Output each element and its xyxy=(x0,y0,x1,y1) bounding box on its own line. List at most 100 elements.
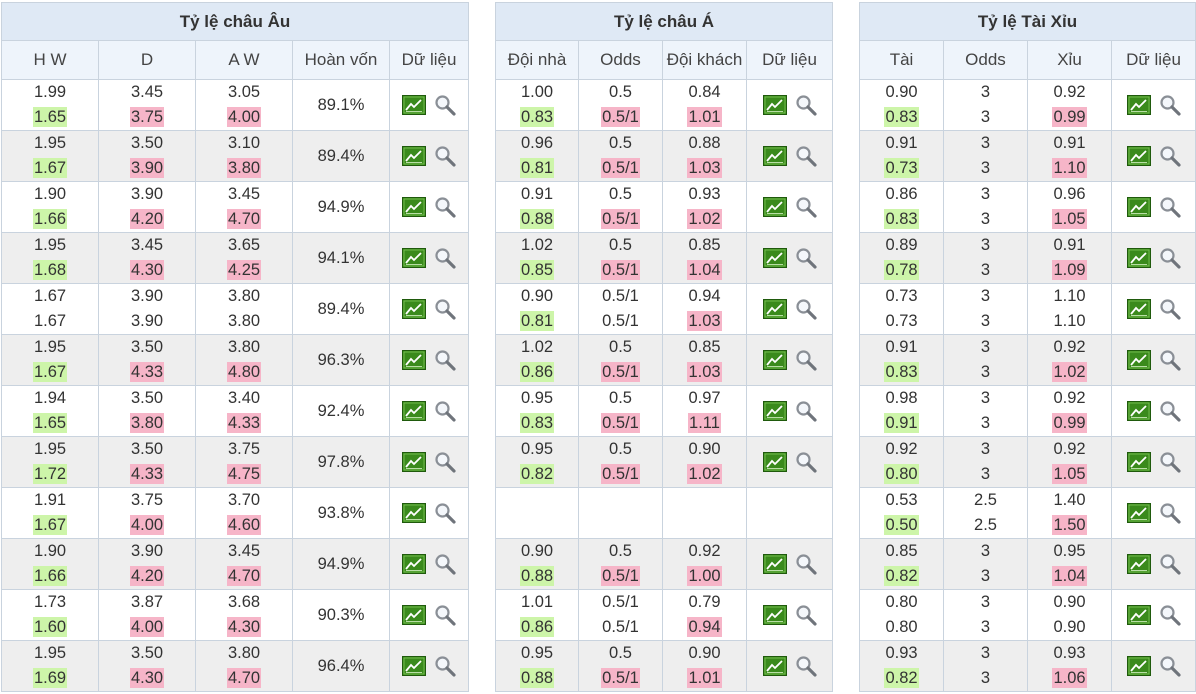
odds-cell: 3.90 3.90 xyxy=(98,283,196,335)
data-links-cell xyxy=(388,640,470,692)
line-chart-icon[interactable] xyxy=(762,146,787,166)
magnifier-icon[interactable] xyxy=(795,247,817,269)
magnifier-icon[interactable] xyxy=(434,502,456,524)
line-chart-icon[interactable] xyxy=(402,503,427,523)
magnifier-icon[interactable] xyxy=(1159,553,1181,575)
magnifier-icon[interactable] xyxy=(434,349,456,371)
line-chart-icon[interactable] xyxy=(1126,197,1151,217)
current-odds: 0.86 xyxy=(519,617,555,637)
opening-odds: 0.79 xyxy=(688,593,721,611)
current-odds: 1.09 xyxy=(1052,260,1087,280)
magnifier-icon[interactable] xyxy=(795,553,817,575)
line-chart-icon[interactable] xyxy=(762,197,787,217)
magnifier-icon[interactable] xyxy=(795,349,817,371)
empty-cell xyxy=(578,487,663,539)
line-chart-icon[interactable] xyxy=(762,554,787,574)
data-links-cell xyxy=(1110,487,1196,539)
odds-cell: 0.5 0.5/1 xyxy=(578,79,663,131)
magnifier-icon[interactable] xyxy=(1159,604,1181,626)
magnifier-icon[interactable] xyxy=(795,145,817,167)
current-odds: 0.5/1 xyxy=(601,413,640,433)
line-chart-icon[interactable] xyxy=(402,197,427,217)
magnifier-icon[interactable] xyxy=(795,604,817,626)
magnifier-icon[interactable] xyxy=(1159,349,1181,371)
opening-odds: 0.5 xyxy=(609,389,632,407)
line-chart-icon[interactable] xyxy=(762,299,787,319)
line-chart-icon[interactable] xyxy=(402,656,427,676)
magnifier-icon[interactable] xyxy=(434,451,456,473)
line-chart-icon[interactable] xyxy=(762,95,787,115)
line-chart-icon[interactable] xyxy=(1126,554,1151,574)
magnifier-icon[interactable] xyxy=(795,451,817,473)
line-chart-icon[interactable] xyxy=(1126,95,1151,115)
current-odds: 3.80 xyxy=(129,413,165,433)
opening-odds: 3 xyxy=(980,185,991,203)
magnifier-icon[interactable] xyxy=(434,298,456,320)
magnifier-icon[interactable] xyxy=(434,604,456,626)
data-links-cell xyxy=(1110,181,1196,233)
table-row: 0.90 0.81 0.5/1 0.5/1 0.94 1.03 xyxy=(495,283,834,335)
odds-cell: 3.80 4.70 xyxy=(195,640,293,692)
line-chart-icon[interactable] xyxy=(762,350,787,370)
current-odds: 1.67 xyxy=(33,312,67,330)
magnifier-icon[interactable] xyxy=(795,655,817,677)
line-chart-icon[interactable] xyxy=(1126,350,1151,370)
line-chart-icon[interactable] xyxy=(402,452,427,472)
magnifier-icon[interactable] xyxy=(1159,502,1181,524)
odds-cell: 0.92 0.99 xyxy=(1027,385,1112,437)
line-chart-icon[interactable] xyxy=(402,248,427,268)
line-chart-icon[interactable] xyxy=(1126,146,1151,166)
line-chart-icon[interactable] xyxy=(402,605,427,625)
magnifier-icon[interactable] xyxy=(1159,655,1181,677)
magnifier-icon[interactable] xyxy=(1159,298,1181,320)
line-chart-icon[interactable] xyxy=(762,656,787,676)
line-chart-icon[interactable] xyxy=(402,350,427,370)
line-chart-icon[interactable] xyxy=(1126,299,1151,319)
magnifier-icon[interactable] xyxy=(434,247,456,269)
line-chart-icon[interactable] xyxy=(1126,401,1151,421)
magnifier-icon[interactable] xyxy=(434,655,456,677)
current-odds: 4.70 xyxy=(226,668,262,688)
magnifier-icon[interactable] xyxy=(795,400,817,422)
line-chart-icon[interactable] xyxy=(1126,248,1151,268)
line-chart-icon[interactable] xyxy=(1126,656,1151,676)
line-chart-icon[interactable] xyxy=(1126,452,1151,472)
line-chart-icon[interactable] xyxy=(762,605,787,625)
line-chart-icon[interactable] xyxy=(1126,503,1151,523)
line-chart-icon[interactable] xyxy=(762,248,787,268)
line-chart-icon[interactable] xyxy=(762,401,787,421)
magnifier-icon[interactable] xyxy=(434,400,456,422)
odds-cell: 1.00 0.83 xyxy=(495,79,579,131)
magnifier-icon[interactable] xyxy=(434,94,456,116)
magnifier-icon[interactable] xyxy=(434,553,456,575)
magnifier-icon[interactable] xyxy=(1159,196,1181,218)
line-chart-icon[interactable] xyxy=(762,452,787,472)
line-chart-icon[interactable] xyxy=(402,554,427,574)
magnifier-icon[interactable] xyxy=(795,196,817,218)
magnifier-icon[interactable] xyxy=(1159,400,1181,422)
current-odds: 0.85 xyxy=(519,260,555,280)
magnifier-icon[interactable] xyxy=(434,145,456,167)
line-chart-icon[interactable] xyxy=(402,401,427,421)
magnifier-icon[interactable] xyxy=(434,196,456,218)
line-chart-icon[interactable] xyxy=(402,95,427,115)
line-chart-icon[interactable] xyxy=(402,146,427,166)
magnifier-icon[interactable] xyxy=(795,298,817,320)
magnifier-icon[interactable] xyxy=(795,94,817,116)
line-chart-icon[interactable] xyxy=(402,299,427,319)
magnifier-icon[interactable] xyxy=(1159,247,1181,269)
magnifier-icon[interactable] xyxy=(1159,145,1181,167)
opening-odds: 0.5 xyxy=(609,236,632,254)
magnifier-icon[interactable] xyxy=(1159,94,1181,116)
line-chart-icon[interactable] xyxy=(1126,605,1151,625)
current-odds: 0.81 xyxy=(519,158,555,178)
column-header: Dữ liệu xyxy=(1110,40,1196,80)
odds-cell: 1.40 1.50 xyxy=(1027,487,1112,539)
current-odds: 4.00 xyxy=(129,515,165,535)
current-odds: 3.90 xyxy=(130,312,164,330)
current-odds: 1.04 xyxy=(687,260,722,280)
magnifier-icon[interactable] xyxy=(1159,451,1181,473)
current-odds: 3.80 xyxy=(227,312,261,330)
